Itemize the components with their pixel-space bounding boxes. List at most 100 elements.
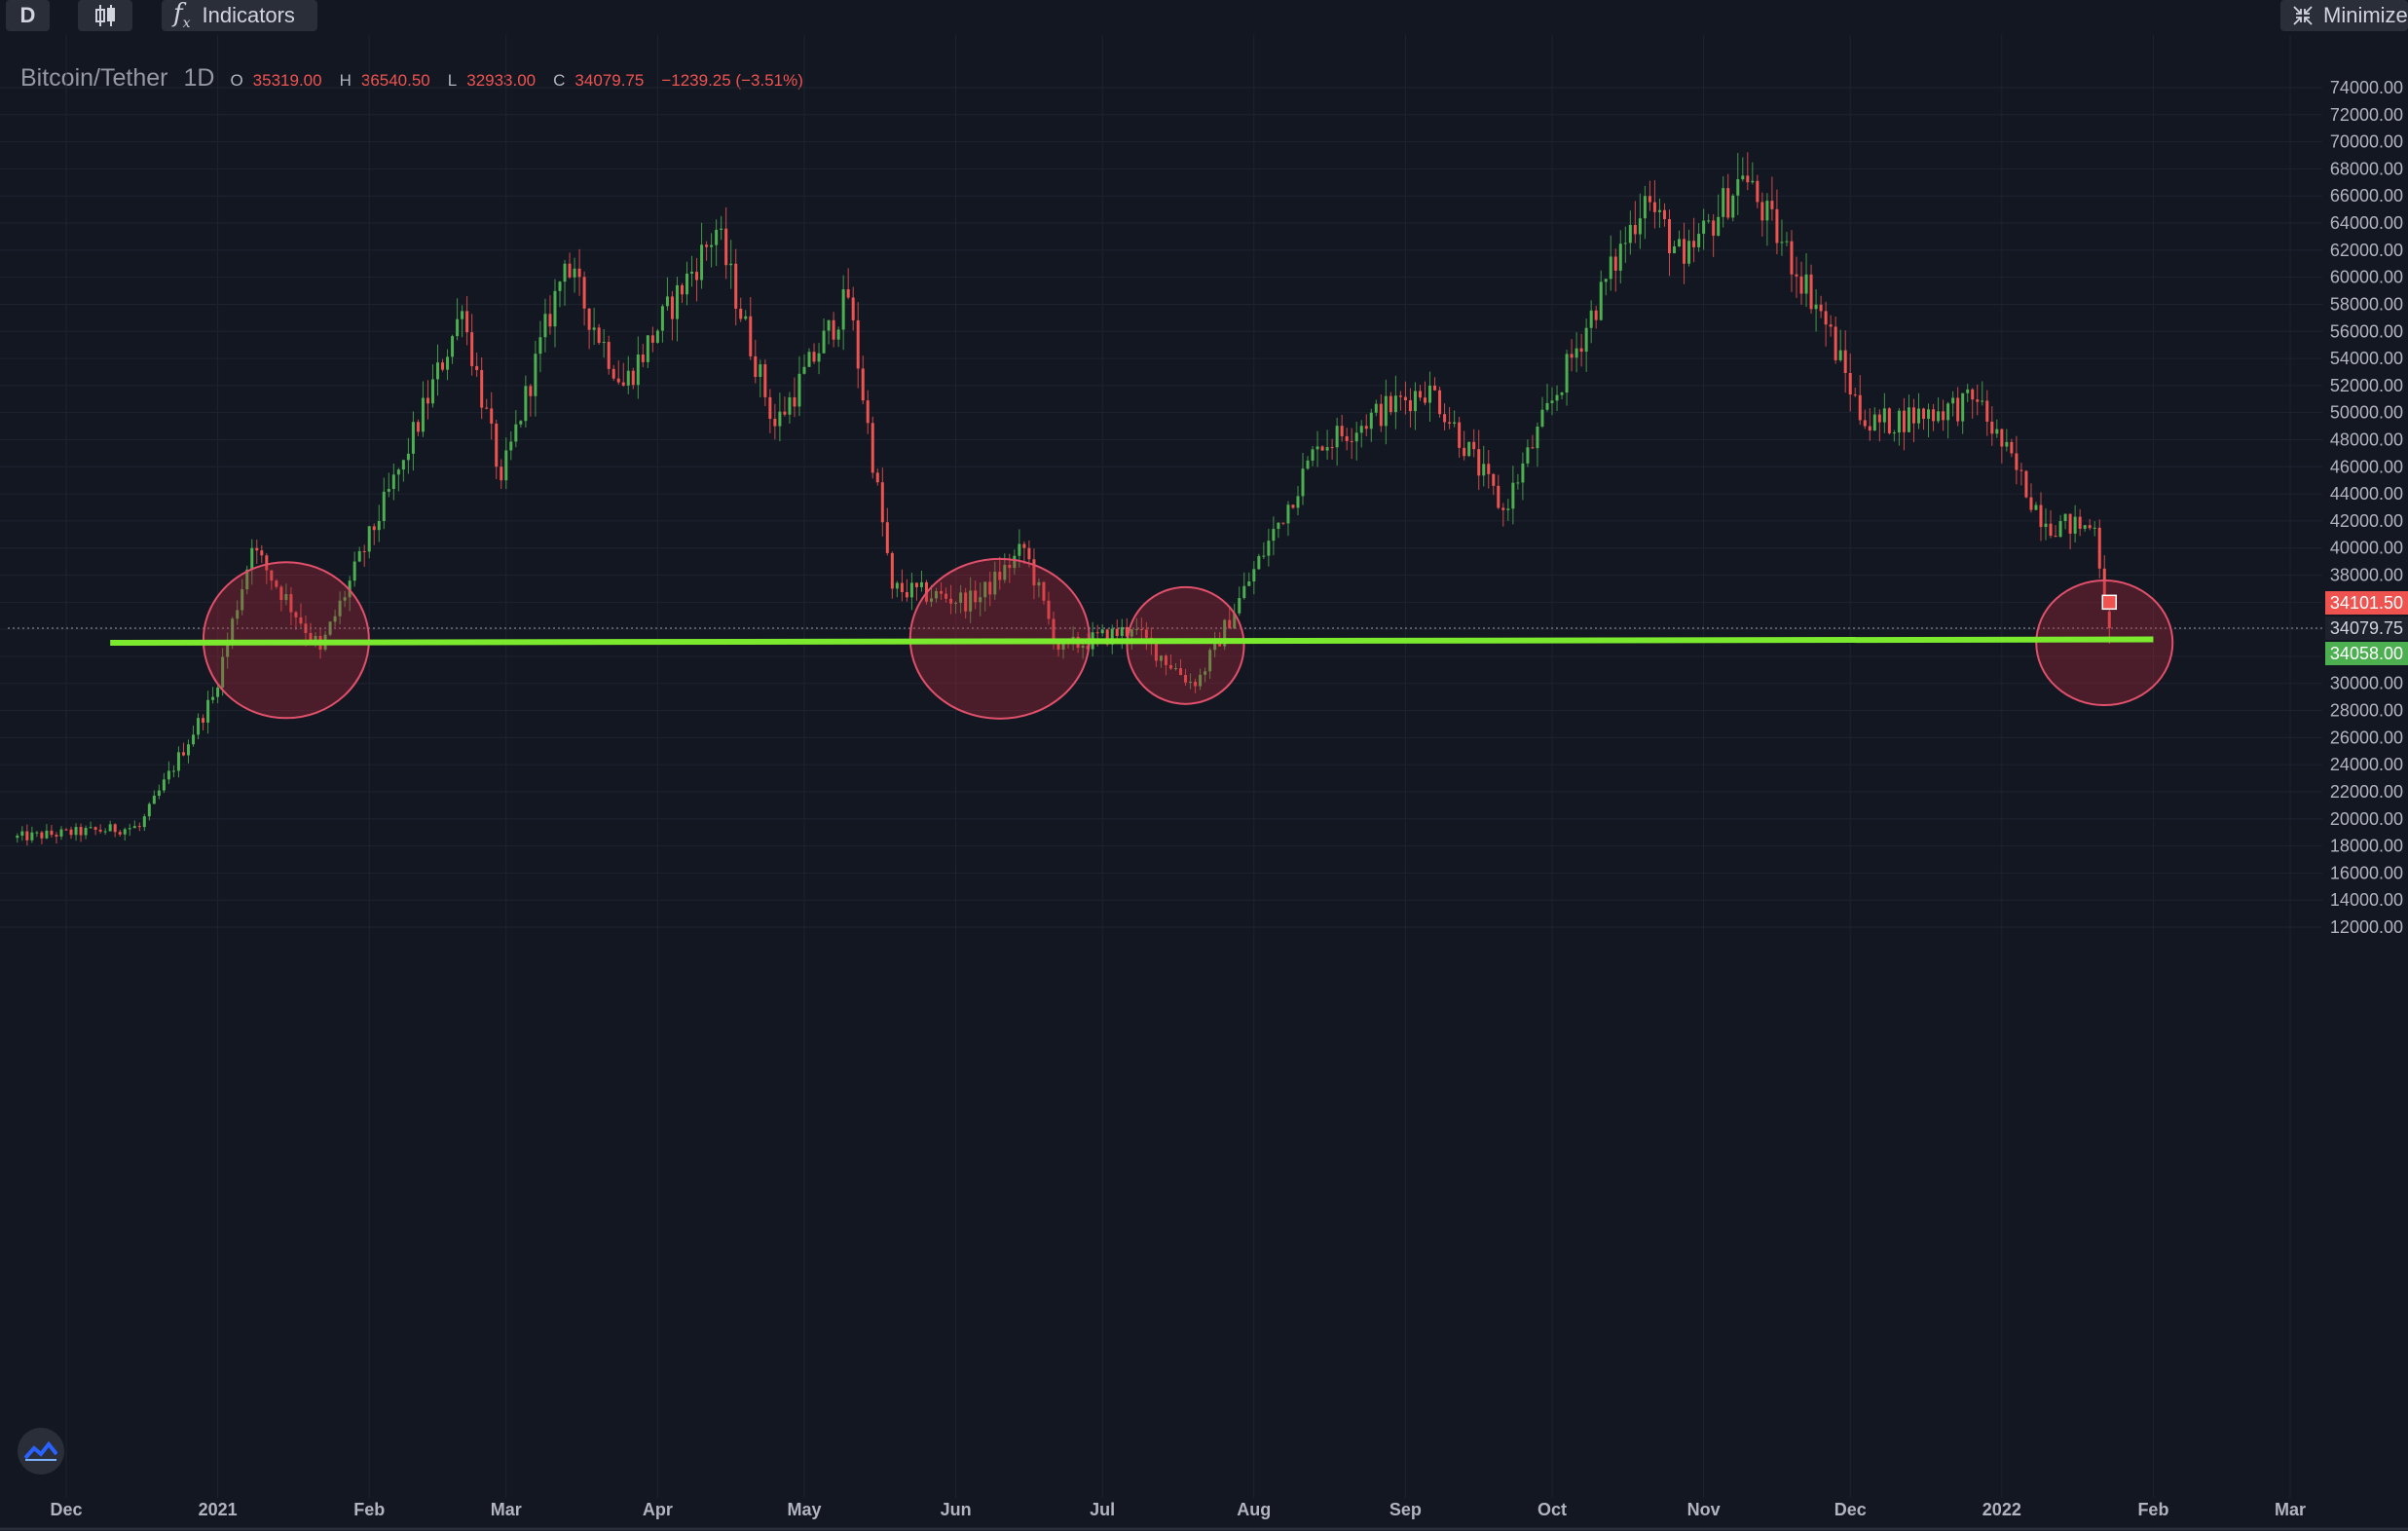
- candle-body: [1497, 485, 1500, 508]
- candle-body: [1027, 547, 1031, 560]
- candle-body: [416, 422, 420, 432]
- y-tick-label: 50000.00: [2330, 403, 2403, 423]
- candle: [16, 833, 19, 843]
- candle-body: [1819, 304, 1823, 312]
- drawing-handle: [2101, 594, 2118, 611]
- y-tick-label: 12000.00: [2330, 917, 2403, 937]
- candle-body: [720, 228, 723, 230]
- minimize-button[interactable]: Minimize: [2280, 0, 2408, 31]
- candle: [1267, 528, 1271, 567]
- candle-body: [631, 370, 635, 386]
- candle: [797, 355, 801, 417]
- candle-body: [495, 423, 499, 467]
- candle: [587, 308, 591, 350]
- indicators-button[interactable]: fx Indicators: [162, 0, 317, 32]
- candle: [817, 343, 821, 375]
- candle-body: [396, 469, 400, 475]
- candle-body: [1233, 613, 1237, 629]
- y-tick-label: 68000.00: [2330, 159, 2403, 178]
- candle: [754, 339, 758, 384]
- candle-body: [739, 308, 743, 319]
- candle: [1790, 230, 1794, 292]
- candle-body: [788, 396, 792, 415]
- candle-body: [1247, 581, 1251, 586]
- candle-body: [592, 327, 596, 330]
- candle-body: [1110, 628, 1114, 645]
- candle: [739, 297, 743, 322]
- candle-body: [250, 547, 254, 570]
- candle-body: [1311, 449, 1315, 461]
- candle-body: [1760, 202, 1764, 221]
- candle: [1369, 408, 1373, 442]
- candle-body: [2044, 523, 2048, 528]
- symbol-name[interactable]: Bitcoin/Tether: [20, 64, 168, 92]
- y-tick-label: 48000.00: [2330, 429, 2403, 449]
- tradingview-logo[interactable]: [18, 1428, 64, 1475]
- candle-body: [475, 365, 479, 370]
- candle-body: [1428, 385, 1432, 403]
- candle: [1438, 386, 1442, 418]
- candle-body: [1272, 529, 1276, 541]
- y-tick-label: 52000.00: [2330, 376, 2403, 395]
- candle-body: [1154, 643, 1158, 661]
- candle: [1277, 522, 1280, 539]
- candle: [1204, 667, 1207, 683]
- candle-body: [108, 824, 112, 832]
- close-value: 34079.75: [574, 71, 645, 90]
- candle: [113, 823, 117, 838]
- interval-button[interactable]: D: [6, 0, 50, 31]
- candle: [1751, 162, 1755, 185]
- candle-body: [461, 311, 464, 319]
- candle-body: [715, 229, 719, 245]
- candle: [983, 581, 987, 612]
- candle: [1804, 253, 1808, 308]
- candle-body: [2000, 429, 2004, 447]
- candle: [1937, 397, 1941, 424]
- candle-body: [255, 547, 259, 551]
- candle-body: [1008, 564, 1012, 569]
- candle: [807, 348, 811, 367]
- candle: [391, 463, 395, 501]
- candle: [1731, 193, 1735, 222]
- candle-body: [50, 830, 54, 836]
- indicators-label: Indicators: [202, 3, 295, 27]
- candle: [1428, 371, 1432, 423]
- candle: [715, 219, 719, 267]
- candle: [558, 280, 562, 308]
- candle: [1213, 631, 1217, 657]
- candle-body: [846, 289, 850, 298]
- candle-body: [1095, 632, 1099, 634]
- candle: [1765, 193, 1769, 246]
- candle-body: [1189, 682, 1193, 684]
- candle: [387, 472, 390, 498]
- candle-body: [1643, 196, 1647, 219]
- candle: [1785, 232, 1789, 246]
- candle-body: [802, 366, 806, 374]
- candle: [436, 344, 440, 396]
- candle: [406, 437, 410, 474]
- y-tick-label: 26000.00: [2330, 728, 2403, 747]
- candle-body: [1184, 675, 1188, 683]
- candle: [1971, 388, 1975, 419]
- candle-body: [1531, 447, 1535, 449]
- candle-body: [1560, 392, 1564, 395]
- candle: [50, 825, 54, 839]
- candle: [1555, 385, 1559, 412]
- candle: [1408, 388, 1412, 428]
- candle-body: [602, 342, 606, 344]
- candle-body: [1037, 581, 1041, 586]
- function-icon: fx: [173, 0, 191, 32]
- candle: [1687, 229, 1691, 267]
- candle-body: [1726, 188, 1730, 218]
- candle: [1115, 619, 1119, 640]
- candle: [504, 437, 508, 490]
- candle-body: [1942, 411, 1945, 421]
- candle: [103, 828, 107, 836]
- candle-body: [456, 318, 460, 337]
- price-chart[interactable]: 12000.00 14000.00 16000.00 18000.00 20000.00…: [0, 35, 2408, 1531]
- candle: [514, 410, 518, 448]
- chart-type-button[interactable]: [78, 0, 132, 31]
- candle-body: [1173, 668, 1177, 670]
- candle: [1154, 643, 1158, 667]
